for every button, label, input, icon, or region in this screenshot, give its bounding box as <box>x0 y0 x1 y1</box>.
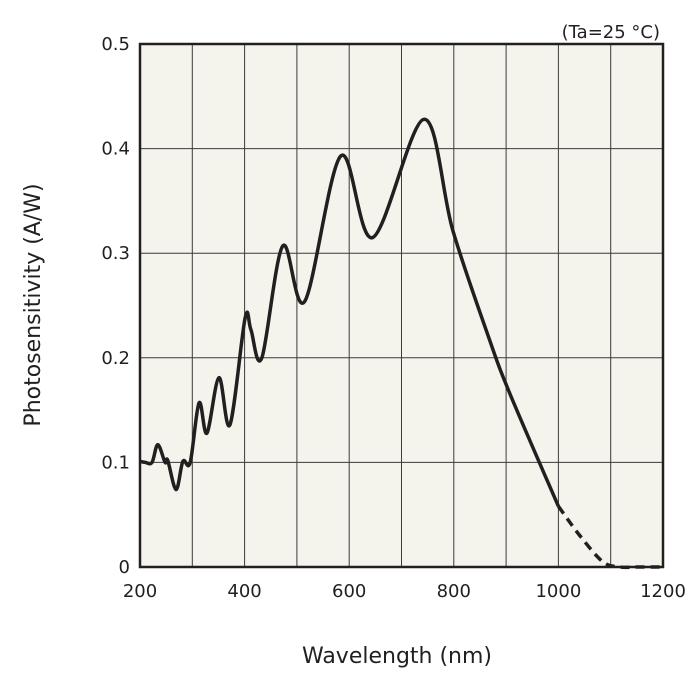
x-tick-label: 400 <box>227 581 261 602</box>
x-tick-label: 200 <box>123 581 157 602</box>
x-tick-label: 800 <box>437 581 471 602</box>
y-tick-label: 0 <box>119 557 130 578</box>
series-measured-line <box>139 117 561 508</box>
x-tick-label: 1200 <box>640 581 686 602</box>
plot-frame <box>138 42 665 569</box>
y-tick-label: 0.4 <box>101 139 130 160</box>
y-tick-label: 0.3 <box>101 243 130 264</box>
y-tick-label: 0.2 <box>101 348 130 369</box>
x-tick-label: 600 <box>332 581 366 602</box>
x-axis-label: Wavelength (nm) <box>302 644 492 669</box>
y-tick-label: 0.5 <box>101 34 130 55</box>
temperature-annotation: (Ta=25 °C) <box>562 22 660 43</box>
y-axis-label: Photosensitivity (A/W) <box>21 183 46 426</box>
x-tick-label: 1000 <box>535 581 581 602</box>
y-tick-label: 0.1 <box>101 452 130 473</box>
